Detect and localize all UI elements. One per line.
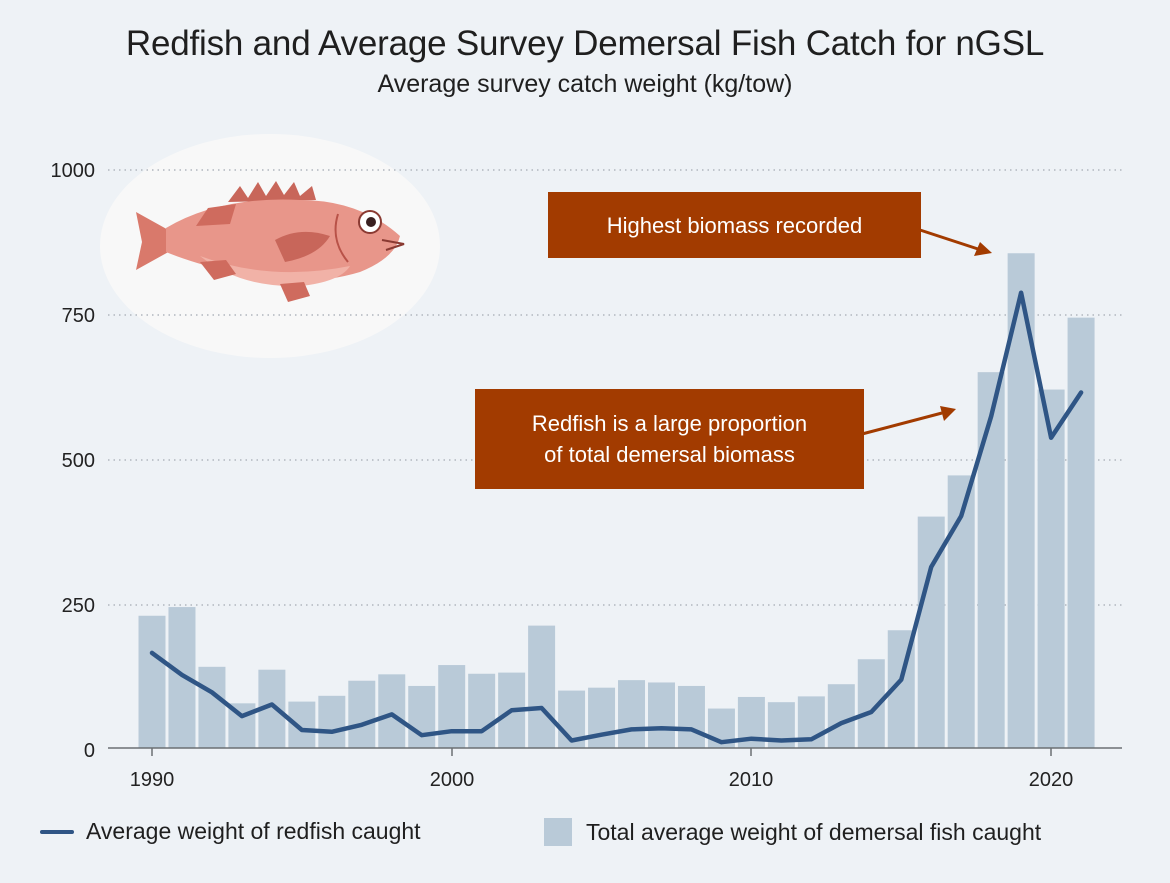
y-tick-label: 250 (62, 595, 95, 617)
callout-arrows (861, 228, 992, 436)
bar-series (138, 253, 1095, 748)
y-tick-label: 0 (84, 740, 95, 762)
x-axis: 1990 2000 2010 2020 (108, 747, 1122, 791)
callout-highest-biomass: Highest biomass recorded (548, 192, 921, 258)
x-tick-label: 2020 (1029, 769, 1074, 791)
bar-2003 (528, 625, 556, 748)
bar-2007 (647, 682, 675, 748)
x-tick-label: 1990 (130, 769, 175, 791)
bar-1992 (198, 666, 226, 748)
bar-1997 (348, 680, 376, 748)
legend-bar-label: Total average weight of demersal fish ca… (586, 818, 1042, 845)
bar-2005 (588, 687, 616, 748)
bar-1990 (138, 615, 166, 748)
callout-proportion-line2: of total demersal biomass (544, 442, 795, 467)
bar-1996 (318, 695, 346, 748)
bar-2020 (1037, 389, 1065, 748)
y-tick-label: 750 (62, 305, 95, 327)
bar-2018 (977, 372, 1005, 748)
bar-2021 (1067, 317, 1095, 748)
bar-1999 (408, 685, 436, 748)
bar-1991 (168, 607, 196, 748)
x-tick-label: 2000 (430, 769, 475, 791)
callout-redfish-proportion: Redfish is a large proportion of total d… (475, 389, 864, 489)
redfish-icon (100, 134, 440, 358)
bar-2013 (827, 684, 855, 748)
y-tick-label: 1000 (51, 160, 96, 182)
y-axis: 0 250 500 750 1000 (51, 160, 96, 762)
bar-1998 (378, 674, 406, 748)
legend-line-label: Average weight of redfish caught (86, 818, 421, 844)
legend-bar-swatch (544, 818, 572, 846)
legend: Average weight of redfish caught Total a… (0, 818, 1170, 858)
bar-2006 (618, 680, 646, 748)
chart-title: Redfish and Average Survey Demersal Fish… (125, 24, 1045, 63)
bar-2000 (438, 665, 466, 748)
x-tick-label: 2010 (729, 769, 774, 791)
callout-proportion-line1: Redfish is a large proportion (531, 411, 808, 436)
y-tick-label: 500 (62, 450, 95, 472)
bar-2001 (468, 673, 496, 748)
callout-highest-text: Highest biomass recorded (606, 212, 863, 238)
redfish-line (149, 290, 1084, 745)
legend-line-swatch (40, 829, 74, 834)
chart-subtitle: Average survey catch weight (kg/tow) (377, 70, 793, 98)
legend-item-total: Total average weight of demersal fish ca… (544, 818, 1041, 846)
bar-2017 (947, 475, 975, 748)
legend-item-redfish: Average weight of redfish caught (40, 818, 421, 845)
bar-2008 (677, 685, 705, 748)
